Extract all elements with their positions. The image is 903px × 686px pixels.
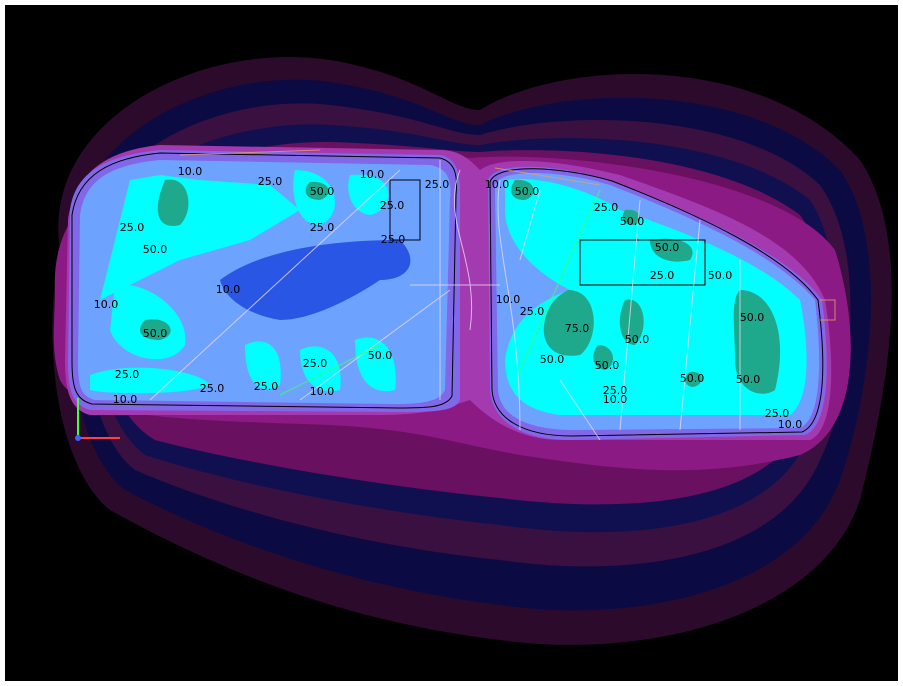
contour-label: 50.0 bbox=[708, 269, 733, 282]
contour-label: 50.0 bbox=[680, 372, 705, 385]
contour-label: 25.0 bbox=[765, 407, 790, 420]
contour-label: 25.0 bbox=[310, 221, 335, 234]
contour-label: 25.0 bbox=[380, 199, 405, 212]
contour-label: 25.0 bbox=[425, 178, 450, 191]
contour-label: 25.0 bbox=[303, 357, 328, 370]
contour-label: 25.0 bbox=[650, 269, 675, 282]
cyan-right bbox=[505, 179, 807, 415]
contour-labels: 10.0 25.0 10.0 25.0 50.0 25.0 25.0 25.0 … bbox=[94, 165, 803, 431]
contour-label: 10.0 bbox=[360, 168, 385, 181]
contour-label: 25.0 bbox=[115, 368, 140, 381]
contour-label: 25.0 bbox=[381, 233, 406, 246]
contour-label: 50.0 bbox=[595, 359, 620, 372]
layout-lines bbox=[149, 149, 836, 441]
contour-label: 10.0 bbox=[94, 298, 119, 311]
contour-label: 75.0 bbox=[565, 322, 590, 335]
contour-label: 25.0 bbox=[594, 201, 619, 214]
contour-label: 50.0 bbox=[368, 349, 393, 362]
contour-label: 10.0 bbox=[178, 165, 203, 178]
contour-label: 50.0 bbox=[655, 241, 680, 254]
contour-label: 50.0 bbox=[740, 311, 765, 324]
contour-label: 25.0 bbox=[258, 175, 283, 188]
contour-label: 10.0 bbox=[496, 293, 521, 306]
contour-label: 50.0 bbox=[625, 333, 650, 346]
contour-label: 25.0 bbox=[520, 305, 545, 318]
contour-label: 10.0 bbox=[603, 393, 628, 406]
contour-label: 50.0 bbox=[540, 353, 565, 366]
contour-label: 25.0 bbox=[120, 221, 145, 234]
contour-label: 10.0 bbox=[310, 385, 335, 398]
contour-label: 10.0 bbox=[778, 418, 803, 431]
axis-gizmo bbox=[75, 398, 120, 441]
contour-label: 50.0 bbox=[143, 327, 168, 340]
illuminance-zones bbox=[52, 56, 892, 645]
contour-label: 10.0 bbox=[485, 178, 510, 191]
contour-label: 50.0 bbox=[310, 185, 335, 198]
blue-center bbox=[220, 240, 411, 320]
contour-label: 10.0 bbox=[216, 283, 241, 296]
contour-label: 10.0 bbox=[113, 393, 138, 406]
contour-label: 25.0 bbox=[603, 384, 628, 397]
cyan-left-1 bbox=[100, 175, 300, 300]
contour-label: 50.0 bbox=[620, 215, 645, 228]
contour-label: 25.0 bbox=[200, 382, 225, 395]
cyan-left-spots bbox=[90, 170, 396, 394]
contour-label: 50.0 bbox=[143, 243, 168, 256]
contour-label: 50.0 bbox=[736, 373, 761, 386]
contour-label: 25.0 bbox=[254, 380, 279, 393]
contour-label: 50.0 bbox=[515, 185, 540, 198]
contour-lines bbox=[71, 152, 824, 437]
